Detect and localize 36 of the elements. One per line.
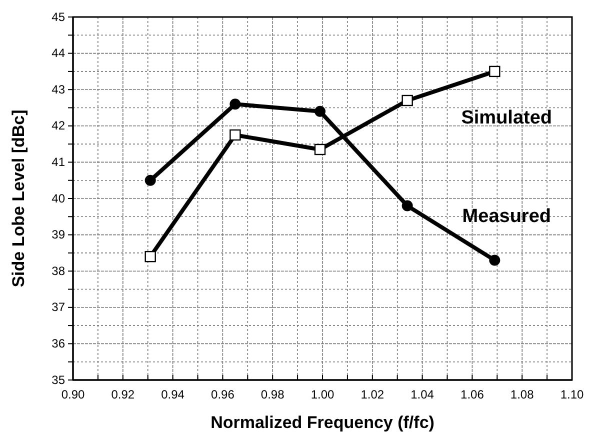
x-tick-label: 0.96 <box>211 388 235 402</box>
y-tick-label: 39 <box>52 228 66 242</box>
series-label: Measured <box>462 206 552 228</box>
x-axis-title: Normalized Frequency (f/fc) <box>210 413 434 432</box>
x-tick-label: 1.06 <box>460 388 484 402</box>
y-tick-label: 42 <box>52 118 66 133</box>
y-tick-label: 40 <box>52 191 66 206</box>
point <box>489 66 500 78</box>
x-tick-label: 1.04 <box>410 388 434 402</box>
x-tick-label: 1.02 <box>360 388 384 402</box>
point <box>230 129 241 141</box>
point <box>402 200 413 212</box>
y-tick-label: 36 <box>52 336 66 351</box>
x-tick-label: 0.92 <box>111 388 135 402</box>
y-tick-label: 35 <box>52 372 66 387</box>
y-tick-label: 38 <box>52 264 66 278</box>
y-tick-label: 43 <box>52 82 66 96</box>
point <box>230 98 241 110</box>
x-tick-label: 1.00 <box>310 388 334 402</box>
y-tick-label: 45 <box>52 10 66 24</box>
point <box>314 106 326 117</box>
point <box>489 254 500 266</box>
y-tick-label: 37 <box>52 300 66 314</box>
point <box>402 94 413 106</box>
point <box>144 250 156 262</box>
x-tick-label: 0.98 <box>260 388 285 402</box>
x-tick-label: 1.08 <box>510 388 534 402</box>
point <box>314 144 326 156</box>
point <box>144 174 156 186</box>
x-tick-label: 0.90 <box>61 388 85 402</box>
series-label: Simulated <box>461 107 552 128</box>
y-axis-title: Side Lobe Level [dBc] <box>9 110 28 288</box>
y-tick-label: 44 <box>52 46 66 60</box>
x-tick-label: 1.10 <box>560 388 584 402</box>
x-tick-label: 0.94 <box>161 388 185 402</box>
y-tick-label: 41 <box>52 155 66 170</box>
